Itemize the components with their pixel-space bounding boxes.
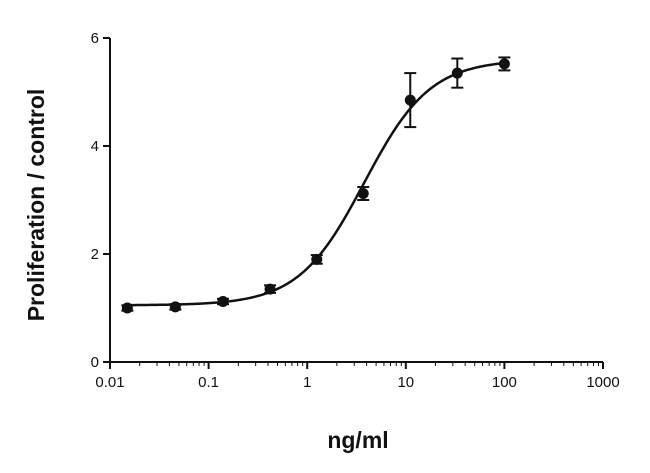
fit-curve	[127, 61, 505, 307]
data-point	[121, 302, 133, 314]
x-tick-label: 100	[492, 374, 517, 391]
x-tick-label: 10	[397, 374, 414, 391]
y-tick-label: 2	[91, 246, 99, 263]
x-axis-title: ng/ml	[327, 427, 388, 453]
data-point	[264, 283, 276, 295]
fit-curve-layer	[127, 61, 505, 307]
y-axis-title: Proliferation / control	[23, 89, 49, 322]
y-tick-label: 6	[91, 30, 99, 47]
x-tick-label: 1	[303, 374, 311, 391]
data-point	[311, 253, 323, 265]
data-point	[357, 188, 369, 200]
y-tick-label: 0	[91, 354, 99, 371]
data-point	[217, 296, 229, 308]
axes: 0.01 0.1 1 10 100 1000 0 2 4 6	[91, 30, 620, 391]
data-point	[498, 58, 510, 70]
data-point	[169, 301, 181, 313]
data-points-layer	[121, 56, 511, 314]
y-tick-label: 4	[91, 138, 99, 155]
x-tick-label: 0.01	[95, 374, 124, 391]
data-point	[404, 94, 416, 106]
x-tick-label: 0.1	[198, 374, 219, 391]
data-point	[451, 67, 463, 79]
x-tick-label: 1000	[586, 374, 619, 391]
